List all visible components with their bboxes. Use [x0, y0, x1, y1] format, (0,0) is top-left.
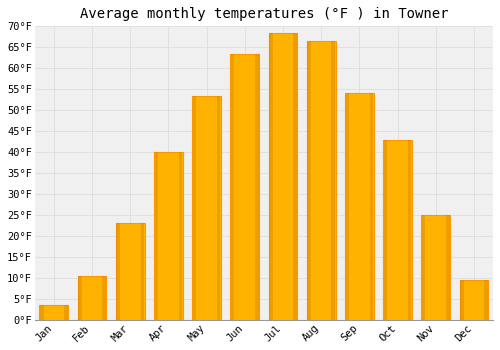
- Bar: [102, 276, 106, 320]
- Bar: [408, 140, 412, 320]
- Bar: [460, 280, 488, 320]
- Bar: [422, 215, 426, 320]
- Bar: [178, 152, 182, 320]
- Bar: [140, 223, 144, 320]
- Bar: [193, 96, 196, 320]
- Bar: [345, 93, 374, 320]
- Bar: [154, 152, 158, 320]
- Bar: [116, 223, 144, 320]
- Bar: [383, 140, 412, 320]
- Bar: [116, 223, 120, 320]
- Bar: [40, 305, 68, 320]
- Bar: [64, 305, 68, 320]
- Bar: [269, 33, 272, 320]
- Bar: [294, 33, 296, 320]
- Bar: [346, 93, 349, 320]
- Bar: [307, 41, 336, 320]
- Bar: [230, 54, 259, 320]
- Bar: [78, 276, 106, 320]
- Bar: [484, 280, 488, 320]
- Bar: [192, 96, 221, 320]
- Bar: [78, 276, 82, 320]
- Bar: [460, 280, 464, 320]
- Bar: [422, 215, 450, 320]
- Bar: [217, 96, 220, 320]
- Title: Average monthly temperatures (°F ) in Towner: Average monthly temperatures (°F ) in To…: [80, 7, 448, 21]
- Bar: [384, 140, 388, 320]
- Bar: [308, 41, 311, 320]
- Bar: [332, 41, 335, 320]
- Bar: [370, 93, 373, 320]
- Bar: [154, 152, 182, 320]
- Bar: [40, 305, 43, 320]
- Bar: [268, 33, 298, 320]
- Bar: [446, 215, 450, 320]
- Bar: [255, 54, 258, 320]
- Bar: [231, 54, 234, 320]
